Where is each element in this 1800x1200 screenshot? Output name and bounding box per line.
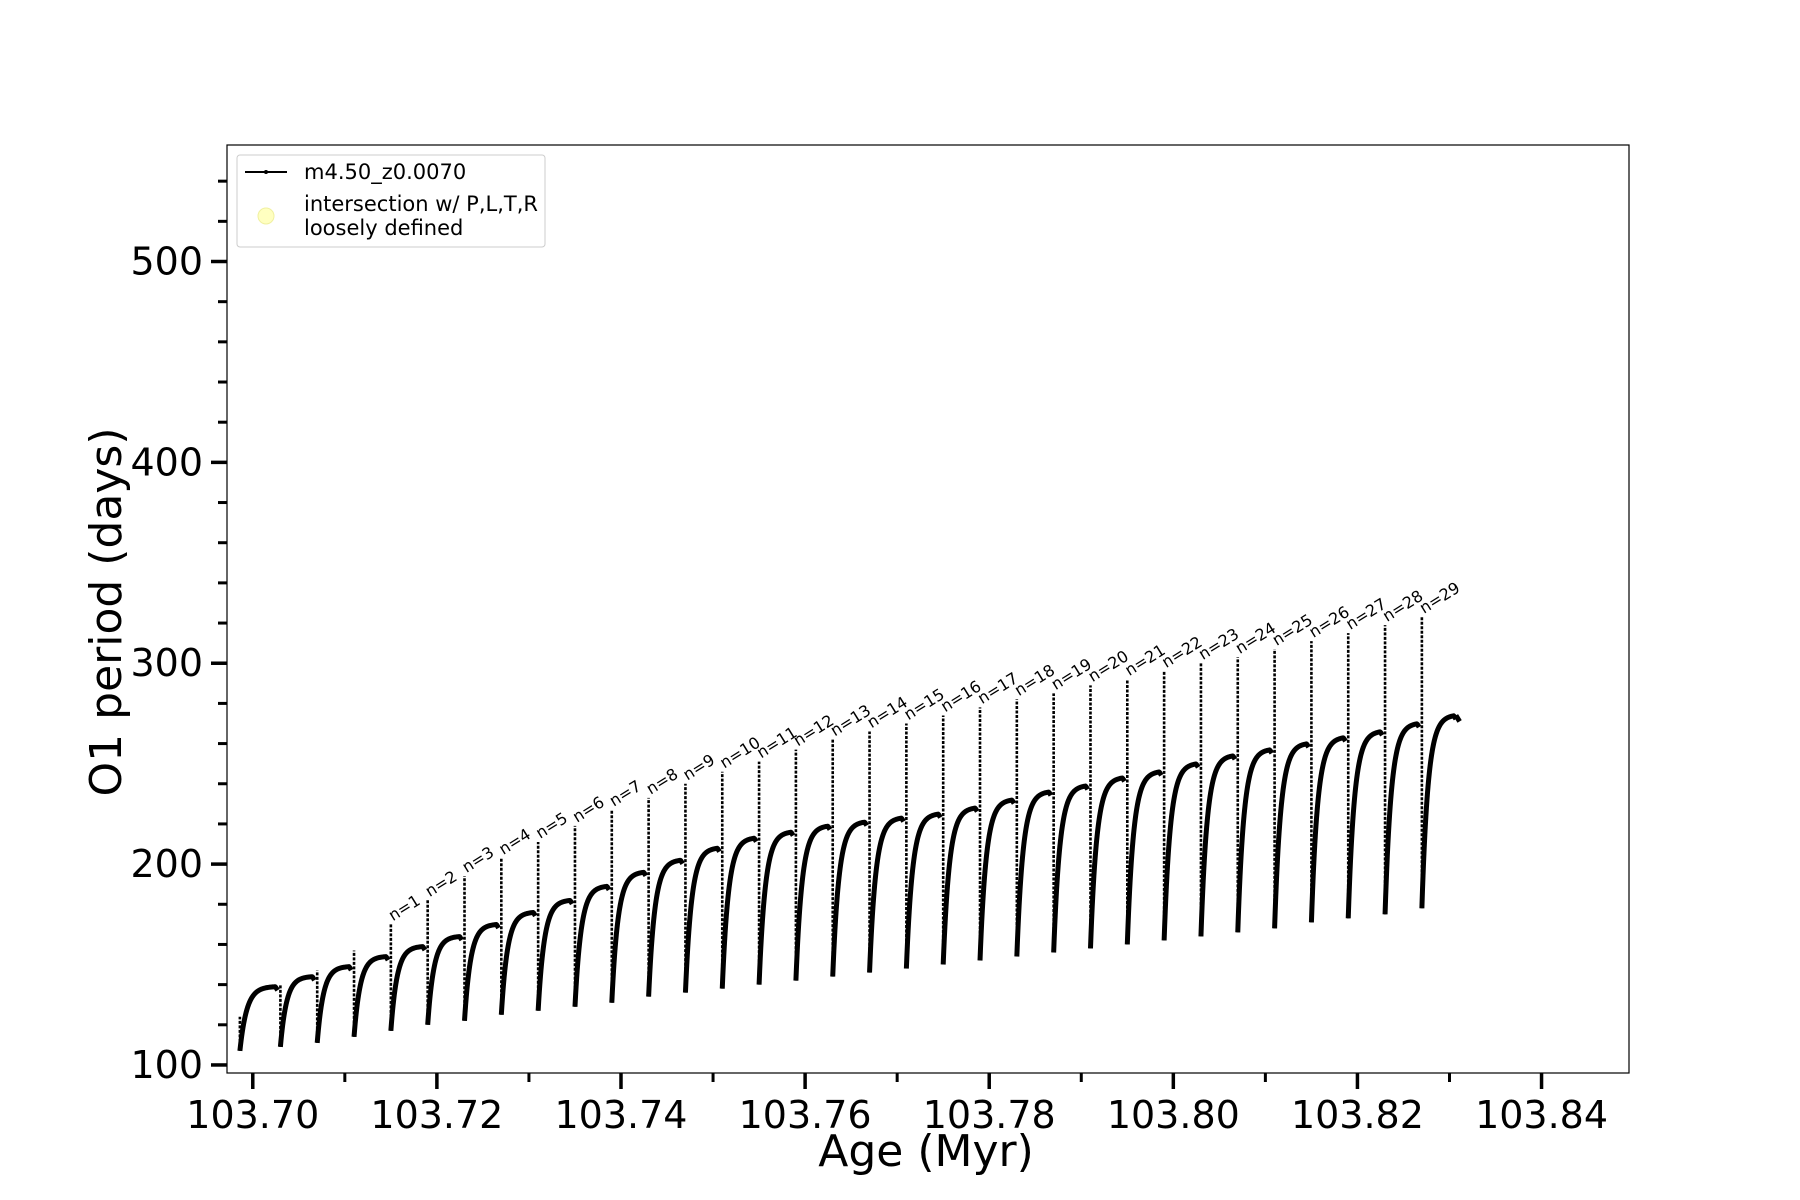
loop-annotation: n=2 — [422, 867, 461, 901]
x-tick-label: 103.78 — [923, 1093, 1056, 1137]
series-loop — [1308, 735, 1348, 923]
series-loop — [756, 829, 796, 985]
x-axis-title: Age (Myr) — [818, 1126, 1034, 1177]
x-tick-label: 103.72 — [370, 1093, 503, 1137]
loop-annotation: n=7 — [606, 776, 645, 810]
loop-annotation: n=11 — [753, 723, 800, 762]
y-tick-label: 400 — [130, 440, 203, 484]
series-loop — [1235, 747, 1274, 933]
series-loop — [351, 954, 391, 1038]
series-loop — [1198, 753, 1238, 937]
annotations: n=1n=2n=3n=4n=5n=6n=7n=8n=9n=10n=11n=12n… — [385, 578, 1463, 925]
series-loop — [793, 823, 833, 981]
series-loop — [1051, 783, 1090, 953]
series-loop — [1382, 721, 1422, 915]
y-tick-label: 100 — [130, 1043, 203, 1087]
series-loop — [1419, 713, 1459, 909]
series-loop — [903, 811, 943, 969]
legend-box — [236, 154, 546, 248]
series-loop — [1087, 775, 1127, 949]
series-loop — [237, 984, 280, 1052]
loop-annotation: n=6 — [569, 792, 608, 826]
series-loop — [462, 922, 501, 1021]
x-tick-label: 103.84 — [1475, 1093, 1608, 1137]
series-loop — [498, 909, 538, 1015]
series-loop — [682, 845, 722, 993]
series-loop — [425, 934, 464, 1025]
series-loop — [1124, 769, 1164, 945]
x-axis: 103.70 103.72 103.74 103.76 103.78 103.80 103.… — [186, 1073, 1608, 1137]
series-loop — [719, 835, 759, 989]
series-loop — [535, 897, 575, 1011]
legend-label-intersection: intersection w/ P,L,T,R loosely defined — [304, 192, 545, 240]
y-axis: 100 200 300 400 500 — [130, 179, 227, 1087]
x-tick-label: 103.82 — [1291, 1093, 1424, 1137]
legend: m4.50_z0.0070 intersection w/ P,L,T,R lo… — [236, 154, 546, 248]
series-loop — [646, 857, 685, 997]
series-loop — [867, 815, 906, 973]
legend-circle-swatch — [257, 207, 275, 225]
loop-annotation: n=3 — [459, 843, 498, 877]
series-loop — [314, 964, 354, 1044]
y-axis-title: O1 period (days) — [81, 428, 132, 797]
x-tick-label: 103.74 — [555, 1093, 688, 1137]
x-tick-label: 103.76 — [739, 1093, 872, 1137]
legend-line-marker — [264, 170, 268, 174]
loop-annotation: n=29 — [1416, 578, 1463, 617]
legend-label-intersection-line1: intersection w/ P,L,T,R — [304, 192, 538, 216]
loop-annotation: n=5 — [532, 808, 571, 842]
loop-annotation: n=9 — [679, 750, 718, 784]
series-layer — [237, 617, 1462, 1052]
series-loop — [940, 805, 980, 965]
series-loop — [1161, 761, 1201, 941]
legend-label-series: m4.50_z0.0070 — [304, 160, 466, 185]
series-loop — [277, 974, 317, 1048]
series-loop — [572, 883, 612, 1007]
y-tick-label: 500 — [130, 240, 203, 284]
x-tick-label: 103.80 — [1107, 1093, 1240, 1137]
x-tick-label: 103.70 — [186, 1093, 319, 1137]
series-loop — [977, 797, 1017, 961]
y-tick-label: 300 — [130, 641, 203, 685]
series-loop — [1272, 741, 1311, 929]
series-loop — [1345, 729, 1385, 919]
plot-area-frame — [226, 144, 1630, 1074]
series-tail — [1453, 714, 1462, 723]
loop-annotation: n=4 — [495, 824, 534, 858]
series-loop — [830, 819, 869, 977]
loop-annotation: n=1 — [385, 891, 424, 925]
series-loop — [1014, 789, 1054, 957]
series-loop — [388, 944, 428, 1032]
legend-label-intersection-line2: loosely defined — [304, 216, 463, 240]
y-tick-label: 200 — [130, 842, 203, 886]
loop-annotation: n=8 — [643, 764, 682, 798]
series-loop — [609, 869, 648, 1003]
